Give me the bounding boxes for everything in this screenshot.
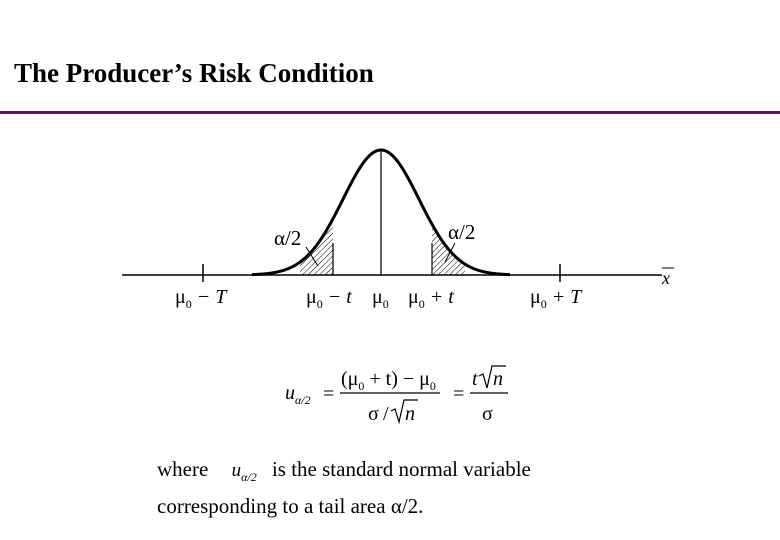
formula-rhs-n: n (493, 368, 503, 390)
slide-title: The Producer’s Risk Condition (14, 58, 374, 88)
tick-label-mu0-plus-T: μ0 + T (530, 286, 583, 311)
note-tail: α/2 (390, 493, 419, 518)
formula-eq2: = (453, 383, 464, 405)
left-tail-label: α/2 (274, 226, 301, 250)
note-where: where (157, 457, 209, 481)
right-tail-label: α/2 (448, 220, 475, 244)
note-line1-rest: is the standard normal variable (271, 457, 531, 481)
note-u-symbol: uα/2 (231, 460, 257, 484)
explanation-text: where uα/2 is the standard normal variab… (157, 455, 531, 521)
formula-numerator: (μ0 + t) − μ0 (341, 368, 436, 393)
sqrt-sign-1 (390, 399, 418, 425)
x-axis-label: x (661, 268, 670, 288)
formula-denominator-sigma: σ (368, 403, 379, 425)
right-label-leader (444, 242, 456, 263)
formula-lhs: uα/2 (285, 382, 311, 407)
tick-label-mu0-minus-T: μ0 − T (175, 286, 228, 311)
formula: uα/2 = (μ0 + t) − μ0 σ / n = t n σ (285, 365, 508, 425)
tick-label-mu0: μ0 (372, 286, 389, 311)
left-label-leader (305, 246, 319, 267)
tick-label-mu0-plus-t: μ0 + t (408, 286, 454, 311)
formula-rhs-sigma: σ (482, 403, 493, 425)
formula-denominator-n: n (405, 403, 415, 425)
formula-denominator-slash: / (383, 403, 389, 425)
formula-eq1: = (323, 383, 334, 405)
tick-label-mu0-minus-t: μ0 − t (306, 286, 352, 311)
note-period: . (418, 493, 424, 518)
sqrt-sign-2 (478, 365, 506, 389)
title-divider (0, 111, 780, 114)
formula-rhs-t: t (472, 368, 478, 390)
note-line2: corresponding to a tail area (157, 493, 386, 518)
